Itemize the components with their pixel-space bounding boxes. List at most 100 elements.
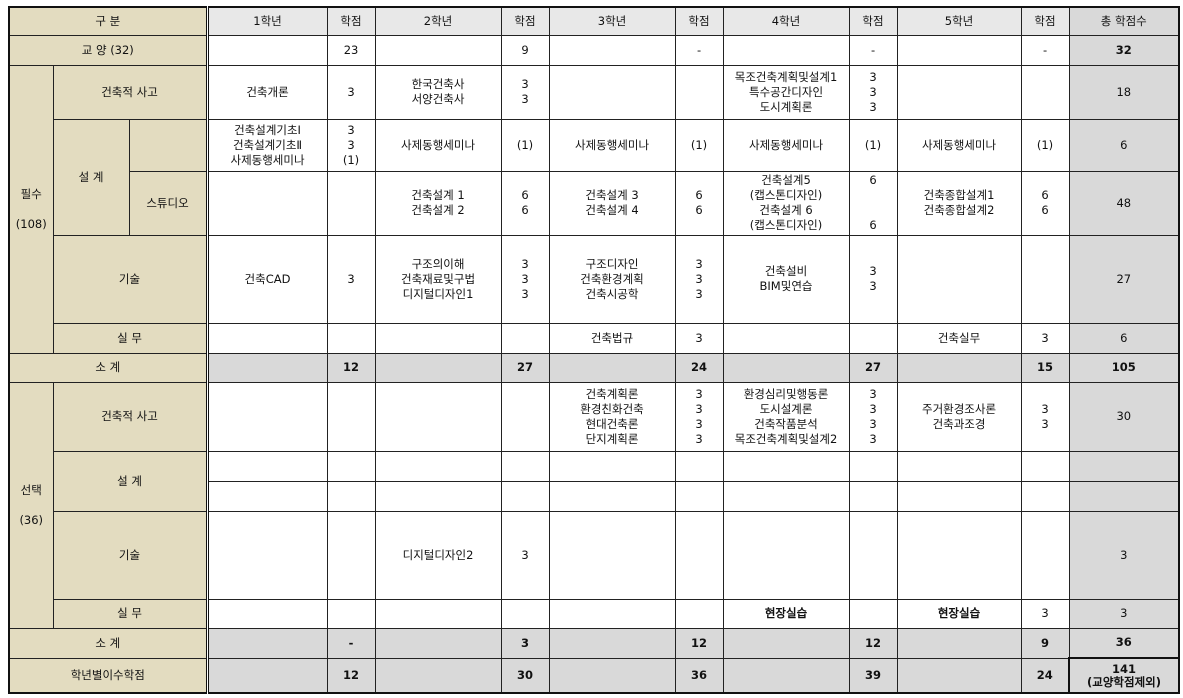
course-cell bbox=[548, 627, 676, 659]
course-cell bbox=[206, 34, 328, 66]
credit-cell: 3 3 3 bbox=[674, 234, 724, 324]
total-cell: 30 bbox=[1068, 381, 1180, 452]
course-cell bbox=[896, 234, 1022, 324]
course-cell: 건축법규 bbox=[548, 322, 676, 354]
credit-cell: 24 bbox=[1020, 657, 1070, 694]
total-cell: 3 bbox=[1068, 510, 1180, 600]
credit-cell: 3 3 3 bbox=[848, 64, 898, 120]
credit-cell: 3 bbox=[500, 510, 550, 600]
row-required-thinking: 필수 (108) 건축적 사고 건축개론 3 한국건축사 서양건축사 3 3 목조건축계… bbox=[8, 64, 1180, 354]
credit-cell bbox=[848, 510, 898, 600]
total-cell: 3 bbox=[1068, 598, 1180, 629]
credit-cell: (1) bbox=[1020, 118, 1070, 172]
course-cell bbox=[206, 450, 328, 482]
header-row: 구 분 1학년 학점 2학년 학점 3학년 학점 4학년 학점 5학년 학점 총 학점수 bbox=[8, 6, 1180, 36]
credit-cell: 27 bbox=[848, 352, 898, 383]
course-cell bbox=[722, 34, 850, 66]
course-cell bbox=[548, 480, 676, 512]
credit-cell: 3 3 bbox=[500, 64, 550, 120]
total-cell bbox=[1068, 480, 1180, 512]
header-credit-3: 학점 bbox=[674, 6, 724, 36]
course-cell: 건축설계기초Ⅰ 건축설계기초Ⅱ 사제동행세미나 bbox=[206, 118, 328, 172]
credit-cell: (1) bbox=[674, 118, 724, 172]
row-required-tech: 기술 건축CAD 3 구조의이해 건축재료및구법 디지털디자인1 3 3 3 구조디자인… bbox=[9, 234, 1180, 324]
credit-cell: 3 3 bbox=[1020, 381, 1070, 452]
course-cell: 건축계획론 환경친화건축 현대건축론 단지계획론 bbox=[548, 381, 676, 452]
credit-cell: - bbox=[1020, 34, 1070, 66]
total-cell: 6 bbox=[1068, 322, 1180, 354]
credit-cell bbox=[500, 322, 550, 354]
credit-cell: 39 bbox=[848, 657, 898, 694]
label-thinking: 건축적 사고 bbox=[52, 64, 209, 120]
course-cell bbox=[722, 480, 850, 512]
row-required-practice: 실 무 건축법규 3 건축실무 3 6 bbox=[9, 322, 1180, 354]
course-cell bbox=[722, 510, 850, 600]
course-cell bbox=[206, 598, 328, 629]
total-cell: 48 bbox=[1068, 170, 1180, 236]
label-design: 설 계 bbox=[52, 450, 209, 512]
label-design-general bbox=[128, 118, 209, 172]
course-cell bbox=[548, 657, 676, 694]
row-required-subtotal: 소 계 12 27 24 27 15 105 bbox=[8, 352, 1180, 383]
course-cell bbox=[374, 322, 502, 354]
header-year-1: 1학년 bbox=[206, 6, 328, 36]
credit-cell bbox=[1020, 64, 1070, 120]
label-year-total: 학년별이수학점 bbox=[8, 657, 209, 694]
label-required: 필수 (108) bbox=[8, 64, 54, 354]
credit-cell bbox=[1020, 450, 1070, 482]
header-year-2: 2학년 bbox=[374, 6, 502, 36]
header-year-5: 5학년 bbox=[896, 6, 1022, 36]
label-elective: 선택 (36) bbox=[8, 381, 54, 629]
label-general: 교 양 (32) bbox=[8, 34, 209, 66]
credit-cell: 3 bbox=[674, 322, 724, 354]
course-cell: 주거환경조사론 건축과조경 bbox=[896, 381, 1022, 452]
header-credit-1: 학점 bbox=[326, 6, 376, 36]
credit-cell: 3 3 (1) bbox=[326, 118, 376, 172]
credit-cell: 6 6 bbox=[674, 170, 724, 236]
course-cell bbox=[374, 598, 502, 629]
course-cell: 환경심리및행동론 도시설계론 건축작품분석 목조건축계획및설계2 bbox=[722, 381, 850, 452]
category-header: 구 분 bbox=[8, 6, 209, 36]
course-cell bbox=[206, 510, 328, 600]
row-elective-design: 설 계 bbox=[9, 450, 1180, 512]
credit-cell: 24 bbox=[674, 352, 724, 383]
course-cell: 건축설계 1 건축설계 2 bbox=[374, 170, 502, 236]
credit-cell bbox=[326, 322, 376, 354]
header-year-4: 4학년 bbox=[722, 6, 850, 36]
course-cell: 현장실습 bbox=[896, 598, 1022, 629]
course-cell: 사제동행세미나 bbox=[722, 118, 850, 172]
row-elective-tech: 기술 디지털디자인2 3 3 bbox=[9, 510, 1180, 600]
credit-cell bbox=[500, 480, 550, 512]
credit-cell: 12 bbox=[848, 627, 898, 659]
header-total: 총 학점수 bbox=[1068, 6, 1180, 36]
credit-cell bbox=[326, 381, 376, 452]
credit-cell: 6 6 bbox=[1020, 170, 1070, 236]
course-cell bbox=[896, 657, 1022, 694]
course-cell: 구조디자인 건축환경계획 건축시공학 bbox=[548, 234, 676, 324]
credit-cell: 3 bbox=[1020, 322, 1070, 354]
row-elective-practice: 실 무 현장실습 현장실습 3 3 bbox=[9, 598, 1180, 629]
credit-cell: 3 bbox=[326, 234, 376, 324]
course-cell: 목조건축계획및설계1 특수공간디자인 도시계획론 bbox=[722, 64, 850, 120]
credit-cell: 30 bbox=[500, 657, 550, 694]
credit-cell: - bbox=[674, 34, 724, 66]
label-studio: 스튜디오 bbox=[128, 170, 209, 236]
course-cell bbox=[206, 627, 328, 659]
credit-cell bbox=[848, 598, 898, 629]
course-cell bbox=[374, 352, 502, 383]
course-cell bbox=[374, 480, 502, 512]
credit-cell bbox=[1020, 510, 1070, 600]
credit-cell bbox=[674, 64, 724, 120]
total-cell: 141 (교양학점제외) bbox=[1068, 657, 1180, 694]
header-credit-4: 학점 bbox=[848, 6, 898, 36]
course-cell: 한국건축사 서양건축사 bbox=[374, 64, 502, 120]
credit-cell bbox=[500, 450, 550, 482]
credit-cell bbox=[674, 480, 724, 512]
course-cell bbox=[206, 170, 328, 236]
course-cell bbox=[206, 352, 328, 383]
header-credit-5: 학점 bbox=[1020, 6, 1070, 36]
total-cell: 32 bbox=[1068, 34, 1180, 66]
course-cell bbox=[722, 627, 850, 659]
credit-cell: - bbox=[326, 627, 376, 659]
total-cell bbox=[1068, 450, 1180, 482]
